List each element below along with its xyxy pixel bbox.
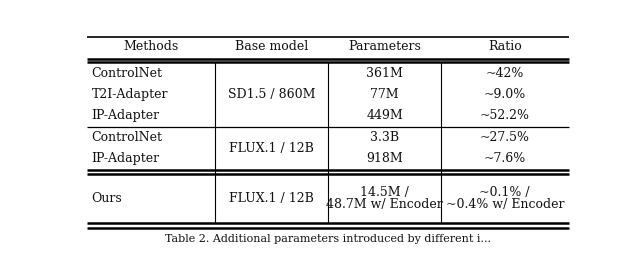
- Text: ~0.4% w/ Encoder: ~0.4% w/ Encoder: [445, 198, 564, 211]
- Text: FLUX.1 / 12B: FLUX.1 / 12B: [229, 142, 314, 155]
- Text: Methods: Methods: [124, 40, 179, 54]
- Text: 14.5M /: 14.5M /: [360, 186, 409, 199]
- Text: ~27.5%: ~27.5%: [480, 131, 530, 144]
- Text: Parameters: Parameters: [348, 40, 421, 54]
- Text: SD1.5 / 860M: SD1.5 / 860M: [228, 88, 316, 101]
- Text: 361M: 361M: [366, 67, 403, 80]
- Text: Base model: Base model: [235, 40, 308, 54]
- Text: 77M: 77M: [370, 88, 399, 101]
- Text: ~9.0%: ~9.0%: [484, 88, 526, 101]
- Text: T2I-Adapter: T2I-Adapter: [92, 88, 168, 101]
- Text: IP-Adapter: IP-Adapter: [92, 109, 159, 123]
- Text: Table 2. Additional parameters introduced by different i...: Table 2. Additional parameters introduce…: [165, 234, 491, 244]
- Text: ControlNet: ControlNet: [92, 67, 163, 80]
- Text: ~0.1% /: ~0.1% /: [479, 186, 530, 199]
- Text: IP-Adapter: IP-Adapter: [92, 152, 159, 165]
- Text: ~42%: ~42%: [486, 67, 524, 80]
- Text: FLUX.1 / 12B: FLUX.1 / 12B: [229, 192, 314, 205]
- Text: Ratio: Ratio: [488, 40, 522, 54]
- Text: 3.3B: 3.3B: [370, 131, 399, 144]
- Text: ~7.6%: ~7.6%: [484, 152, 526, 165]
- Text: Ours: Ours: [92, 192, 122, 205]
- Text: 918M: 918M: [366, 152, 403, 165]
- Text: ControlNet: ControlNet: [92, 131, 163, 144]
- Text: ~52.2%: ~52.2%: [480, 109, 530, 123]
- Text: 48.7M w/ Encoder: 48.7M w/ Encoder: [326, 198, 443, 211]
- Text: 449M: 449M: [366, 109, 403, 123]
